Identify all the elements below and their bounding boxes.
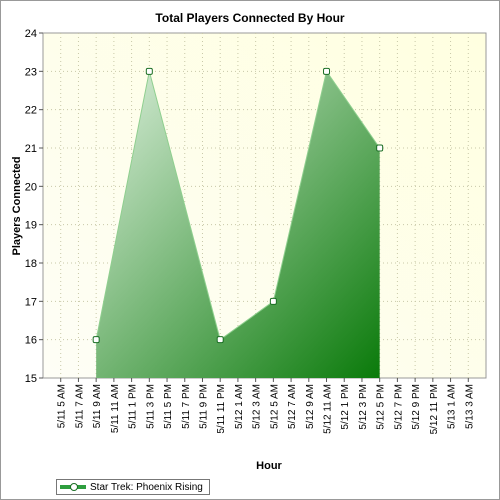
x-tick-label: 5/12 5 PM <box>376 384 387 430</box>
x-tick-label: 5/12 9 PM <box>411 384 422 430</box>
x-tick-label: 5/12 1 PM <box>340 384 351 430</box>
y-axis: 15 16 17 18 19 20 21 22 23 24 <box>25 28 43 385</box>
series-area-fill <box>96 71 380 378</box>
data-point <box>145 67 153 75</box>
y-tick-label: 24 <box>25 28 37 40</box>
x-tick-label: 5/11 9 AM <box>92 384 103 428</box>
x-tick-label: 5/12 1 AM <box>234 384 245 429</box>
data-point <box>216 336 224 344</box>
y-tick-label: 16 <box>25 335 37 347</box>
x-tick-label: 5/11 5 AM <box>57 384 68 428</box>
y-tick-label: 22 <box>25 105 37 117</box>
x-tick-label: 5/12 5 AM <box>269 384 280 429</box>
y-tick-label: 17 <box>25 296 37 308</box>
x-tick-label: 5/11 5 PM <box>163 384 174 429</box>
legend-label: Star Trek: Phoenix Rising <box>90 481 203 493</box>
x-tick-label: 5/12 11 PM <box>429 384 440 434</box>
y-tick-label: 19 <box>25 220 37 232</box>
x-tick-label: 5/11 9 PM <box>198 384 209 429</box>
y-tick-label: 15 <box>25 373 37 385</box>
data-point <box>269 297 277 305</box>
x-axis-title: Hour <box>256 460 282 472</box>
chart-title: Total Players Connected By Hour <box>155 11 344 25</box>
y-tick-label: 23 <box>25 66 37 78</box>
legend: Star Trek: Phoenix Rising <box>56 479 210 495</box>
x-tick-label: 5/12 11 AM <box>323 384 334 434</box>
legend-swatch <box>60 482 86 492</box>
x-tick-label: 5/11 11 PM <box>216 384 227 434</box>
x-tick-label: 5/12 7 PM <box>393 384 404 430</box>
y-tick-label: 18 <box>25 258 37 270</box>
x-tick-label: 5/12 9 AM <box>305 384 316 429</box>
x-tick-label: 5/11 11 AM <box>110 384 121 433</box>
x-tick-label: 5/12 3 AM <box>252 384 263 429</box>
series-markers <box>92 67 384 344</box>
y-tick-label: 21 <box>25 143 37 155</box>
data-point <box>376 144 384 152</box>
series-area <box>95 70 381 378</box>
x-tick-label: 5/11 3 PM <box>145 384 156 429</box>
x-tick-label: 5/11 7 AM <box>74 384 85 428</box>
x-tick-label: 5/12 3 PM <box>358 384 369 430</box>
x-tick-label: 5/11 7 PM <box>181 384 192 429</box>
series-line <box>95 70 381 341</box>
y-tick-label: 20 <box>25 181 37 193</box>
x-tick-label: 5/11 1 PM <box>128 384 139 429</box>
x-tick-label: 5/13 1 AM <box>447 384 458 429</box>
x-tick-label: 5/13 3 AM <box>464 384 475 429</box>
x-axis: 5/11 5 AM 5/11 7 AM 5/11 9 AM 5/11 11 AM 5/1… <box>57 378 475 434</box>
x-tick-label: 5/12 7 AM <box>287 384 298 429</box>
y-axis-title: Players Connected <box>11 156 23 255</box>
data-point <box>92 336 100 344</box>
data-point <box>323 67 331 75</box>
